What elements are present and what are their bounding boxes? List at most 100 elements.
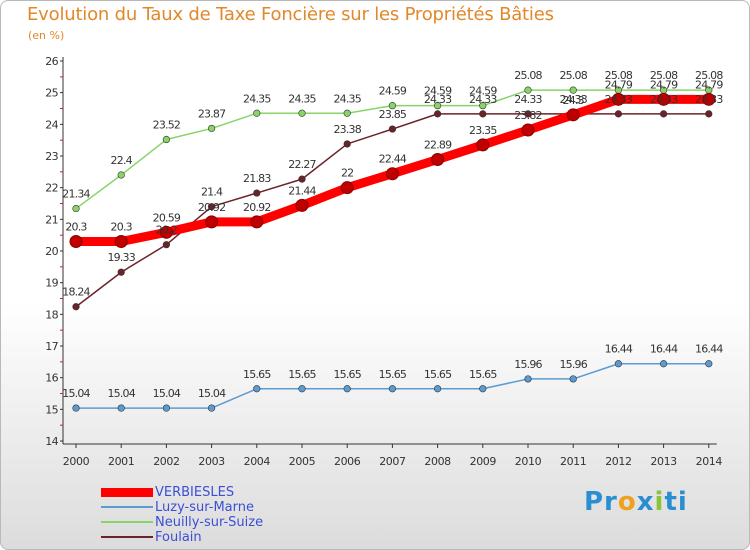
legend-label-luzy: Luzy-sur-Marne xyxy=(155,500,254,515)
data-label-neuilly-sur-suize-2007: 24.59 xyxy=(379,85,407,98)
data-label-foulain-2002: 20.2 xyxy=(156,224,177,237)
data-label-verbiesles-2005: 21.44 xyxy=(288,184,316,197)
data-label-verbiesles-2012: 24.79 xyxy=(605,78,633,91)
x-tick-label-2011: 2011 xyxy=(560,455,586,468)
x-tick-label-2010: 2010 xyxy=(515,455,542,468)
data-label-neuilly-sur-suize-2002: 23.52 xyxy=(153,119,181,132)
point-foulain-2012 xyxy=(614,110,623,118)
point-verbiesles-2014 xyxy=(702,92,716,106)
legend-label-verbiesles: VERBIESLES xyxy=(155,485,235,500)
point-foulain-2003 xyxy=(208,203,216,211)
data-label-neuilly-sur-suize-2008: 24.59 xyxy=(424,85,452,98)
point-neuilly-sur-suize-2008 xyxy=(434,102,442,110)
data-label-luzy-sur-marne-2014: 16.44 xyxy=(695,343,723,356)
data-label-verbiesles-2000: 20.3 xyxy=(65,221,87,234)
y-tick-label-25: 25 xyxy=(45,87,58,100)
y-tick-label-21: 21 xyxy=(45,213,58,226)
x-tick-label-2014: 2014 xyxy=(696,455,723,468)
legend-label-neuilly: Neuilly-sur-Suize xyxy=(155,515,264,530)
data-label-luzy-sur-marne-2001: 15.04 xyxy=(107,387,135,400)
point-neuilly-sur-suize-2009 xyxy=(479,102,487,110)
point-neuilly-sur-suize-2005 xyxy=(298,109,306,117)
point-luzy-sur-marne-2000 xyxy=(72,404,80,412)
data-label-verbiesles-2008: 22.89 xyxy=(424,138,452,151)
point-neuilly-sur-suize-2006 xyxy=(343,109,351,117)
point-foulain-2005 xyxy=(298,175,306,183)
point-luzy-sur-marne-2004 xyxy=(253,385,261,393)
y-tick-label-17: 17 xyxy=(45,340,58,353)
legend-item-neuilly: Neuilly-sur-Suize xyxy=(101,515,351,530)
x-tick-label-2013: 2013 xyxy=(650,455,677,468)
data-label-neuilly-sur-suize-2006: 24.35 xyxy=(333,92,361,105)
legend-swatch-neuilly xyxy=(101,521,153,523)
point-verbiesles-2007 xyxy=(385,167,399,181)
series-line-foulain xyxy=(75,113,709,308)
data-label-neuilly-sur-suize-2011: 25.08 xyxy=(559,69,587,82)
data-label-verbiesles-2013: 24.79 xyxy=(650,78,678,91)
point-luzy-sur-marne-2007 xyxy=(388,385,397,393)
y-tick-label-14: 14 xyxy=(45,435,58,448)
point-luzy-sur-marne-2006 xyxy=(343,385,351,393)
point-luzy-sur-marne-2005 xyxy=(298,385,306,393)
point-foulain-2014 xyxy=(705,110,713,118)
point-foulain-2010 xyxy=(524,110,532,118)
data-label-verbiesles-2011: 24.3 xyxy=(563,94,585,107)
data-label-foulain-2005: 22.27 xyxy=(288,158,316,171)
point-verbiesles-2010 xyxy=(521,123,535,137)
point-luzy-sur-marne-2002 xyxy=(162,404,170,412)
point-foulain-2004 xyxy=(253,189,261,197)
point-foulain-2000 xyxy=(72,303,80,311)
x-tick-label-2007: 2007 xyxy=(379,455,406,468)
legend-swatch-verbiesles xyxy=(101,488,153,497)
data-label-luzy-sur-marne-2008: 15.65 xyxy=(424,368,452,381)
data-label-luzy-sur-marne-2003: 15.04 xyxy=(198,387,226,400)
point-foulain-2009 xyxy=(479,110,487,118)
point-luzy-sur-marne-2011 xyxy=(569,375,577,383)
y-tick-label-19: 19 xyxy=(45,277,58,290)
data-label-luzy-sur-marne-2006: 15.65 xyxy=(333,368,361,381)
data-label-neuilly-sur-suize-2014: 25.08 xyxy=(695,69,723,82)
data-label-luzy-sur-marne-2000: 15.04 xyxy=(62,387,90,400)
data-label-luzy-sur-marne-2005: 15.65 xyxy=(288,368,316,381)
y-tick-label-16: 16 xyxy=(45,372,58,385)
x-tick-label-2009: 2009 xyxy=(470,455,497,468)
data-label-foulain-2011: 24.33 xyxy=(559,93,587,106)
data-label-neuilly-sur-suize-2013: 25.08 xyxy=(650,69,678,82)
point-neuilly-sur-suize-2003 xyxy=(208,124,216,133)
data-label-neuilly-sur-suize-2009: 24.59 xyxy=(469,85,497,98)
data-label-luzy-sur-marne-2007: 15.65 xyxy=(379,368,407,381)
chart-title: Evolution du Taux de Taxe Foncière sur l… xyxy=(27,4,554,25)
point-luzy-sur-marne-2010 xyxy=(524,375,532,383)
data-label-luzy-sur-marne-2013: 16.44 xyxy=(650,343,678,356)
x-tick-label-2005: 2005 xyxy=(289,455,316,468)
point-foulain-2008 xyxy=(434,110,442,118)
data-label-foulain-2004: 21.83 xyxy=(243,172,271,185)
data-label-verbiesles-2001: 20.3 xyxy=(111,221,133,234)
y-tick-label-26: 26 xyxy=(45,55,58,68)
legend-item-foulain: Foulain xyxy=(101,530,351,545)
data-label-neuilly-sur-suize-2012: 25.08 xyxy=(605,69,633,82)
y-tick-label-24: 24 xyxy=(45,118,58,131)
point-luzy-sur-marne-2003 xyxy=(208,404,216,412)
legend-item-verbiesles: VERBIESLES xyxy=(101,485,351,500)
point-neuilly-sur-suize-2004 xyxy=(253,109,261,117)
data-label-neuilly-sur-suize-2010: 25.08 xyxy=(514,69,542,82)
data-label-verbiesles-2009: 23.35 xyxy=(469,124,497,137)
data-label-luzy-sur-marne-2012: 16.44 xyxy=(605,343,633,356)
point-verbiesles-2009 xyxy=(476,138,490,152)
point-verbiesles-2013 xyxy=(657,92,671,106)
point-foulain-2002 xyxy=(162,241,170,249)
point-verbiesles-2001 xyxy=(114,235,128,248)
point-luzy-sur-marne-2009 xyxy=(479,385,487,393)
x-tick-label-2008: 2008 xyxy=(424,455,451,468)
x-tick-label-2002: 2002 xyxy=(153,455,179,468)
legend-item-luzy: Luzy-sur-Marne xyxy=(101,500,351,515)
y-tick-label-18: 18 xyxy=(45,308,58,321)
point-foulain-2006 xyxy=(343,140,351,148)
x-tick-label-2006: 2006 xyxy=(334,455,361,468)
data-label-luzy-sur-marne-2011: 15.96 xyxy=(559,358,587,371)
x-tick-label-2004: 2004 xyxy=(244,455,271,468)
data-label-foulain-2013: 24.33 xyxy=(650,93,678,106)
data-label-luzy-sur-marne-2002: 15.04 xyxy=(153,387,181,400)
